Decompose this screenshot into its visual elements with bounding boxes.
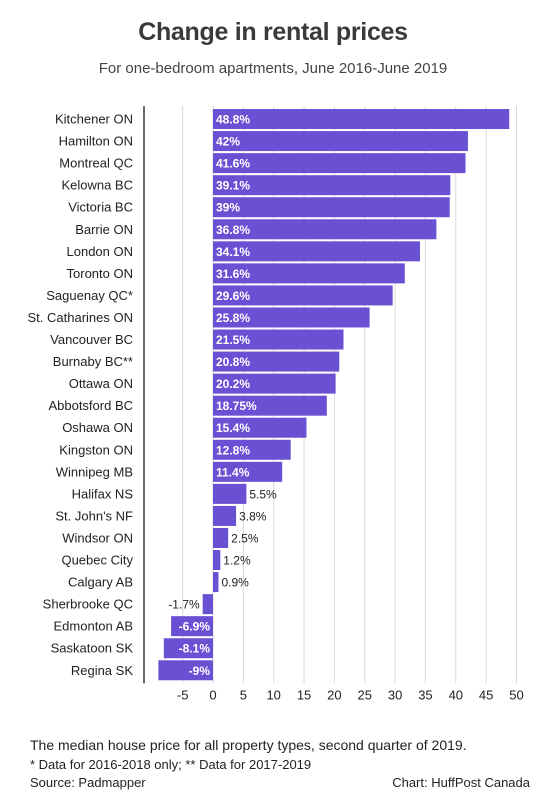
value-label: 11.4%	[216, 465, 250, 479]
category-label: London ON	[67, 244, 134, 259]
value-label: 20.2%	[216, 377, 250, 391]
x-tick-label: 45	[479, 687, 493, 702]
chart-note: The median house price for all property …	[30, 737, 467, 753]
x-tick-label: 35	[418, 687, 432, 702]
chart-footnote: * Data for 2016-2018 only; ** Data for 2…	[30, 757, 312, 772]
x-tick-label: 30	[388, 687, 402, 702]
bar	[213, 505, 237, 526]
x-tick-label: 10	[266, 687, 280, 702]
category-label: St. Catharines ON	[28, 310, 134, 325]
value-label: -1.7%	[168, 598, 200, 612]
value-label: 41.6%	[216, 157, 250, 171]
bar	[213, 307, 370, 328]
category-label: Ottawa ON	[69, 376, 133, 391]
value-label: 31.6%	[216, 267, 250, 281]
category-label: Saskatoon SK	[51, 641, 134, 656]
x-tick-label: 20	[327, 687, 341, 702]
bar	[158, 660, 213, 681]
value-label: -6.9%	[179, 620, 211, 634]
value-label: 42%	[216, 135, 240, 149]
x-tick-label: 40	[449, 687, 463, 702]
bar	[213, 153, 466, 174]
bar	[213, 572, 219, 593]
bar-chart: Kitchener ON 48.8% Hamilton ON 42% Montreal …	[28, 106, 524, 702]
category-label: St. John's NF	[55, 508, 133, 523]
bar	[213, 461, 283, 482]
value-label: 5.5%	[249, 487, 277, 501]
value-label: 1.2%	[223, 554, 251, 568]
chart-credit: Chart: HuffPost Canada	[392, 775, 530, 790]
value-label: 34.1%	[216, 245, 250, 259]
category-label: Barrie ON	[75, 222, 133, 237]
category-label: Winnipeg MB	[56, 464, 133, 479]
bar	[213, 109, 510, 130]
value-label: 29.6%	[216, 289, 250, 303]
value-label: 36.8%	[216, 223, 250, 237]
category-label: Toronto ON	[67, 266, 133, 281]
chart-source: Source: Padmapper	[30, 775, 146, 790]
bar	[213, 131, 468, 152]
bar	[202, 594, 213, 615]
bar	[213, 373, 336, 394]
bar	[213, 527, 229, 548]
bar	[213, 351, 340, 372]
value-label: 39%	[216, 201, 240, 215]
category-label: Quebec City	[61, 553, 133, 568]
value-label: 3.8%	[239, 509, 267, 523]
category-label: Windsor ON	[62, 530, 133, 545]
chart-subtitle: For one-bedroom apartments, June 2016-Ju…	[98, 60, 448, 77]
category-label: Burnaby BC**	[53, 354, 133, 369]
value-label: 15.4%	[216, 421, 250, 435]
bar	[213, 395, 327, 416]
value-label: 39.1%	[216, 179, 250, 193]
category-label: Oshawa ON	[62, 420, 133, 435]
category-label: Abbotsford BC	[48, 398, 133, 413]
category-label: Kingston ON	[59, 442, 133, 457]
category-label: Calgary AB	[68, 575, 133, 590]
bar	[213, 439, 291, 460]
x-tick-label: 0	[209, 687, 216, 702]
category-label: Halifax NS	[72, 486, 134, 501]
value-label: -9%	[189, 664, 211, 678]
category-label: Regina SK	[71, 663, 133, 678]
value-label: 2.5%	[231, 531, 259, 545]
x-tick-label: 25	[358, 687, 372, 702]
bar	[213, 329, 344, 350]
value-label: 12.8%	[216, 443, 250, 457]
category-label: Saguenay QC*	[46, 288, 133, 303]
bar	[213, 550, 221, 571]
category-label: Victoria BC	[68, 200, 133, 215]
category-label: Hamilton ON	[59, 134, 133, 149]
bar	[213, 175, 451, 196]
category-label: Sherbrooke QC	[43, 597, 133, 612]
value-label: 0.9%	[221, 576, 249, 590]
x-tick-label: -5	[177, 687, 189, 702]
bar	[171, 616, 213, 637]
bar	[213, 483, 247, 504]
bar	[163, 638, 213, 659]
chart-title: Change in rental prices	[138, 18, 408, 46]
x-tick-label: 50	[509, 687, 523, 702]
value-label: 20.8%	[216, 355, 250, 369]
bar	[213, 197, 450, 218]
category-label: Edmonton AB	[54, 619, 134, 634]
category-label: Kelowna BC	[61, 178, 133, 193]
category-label: Kitchener ON	[55, 112, 133, 127]
bar	[213, 241, 420, 262]
bar	[213, 417, 307, 438]
bar	[213, 219, 437, 240]
bar	[213, 285, 393, 306]
category-label: Vancouver BC	[50, 332, 133, 347]
x-tick-label: 5	[240, 687, 247, 702]
value-label: 18.75%	[216, 399, 257, 413]
category-label: Montreal QC	[59, 156, 133, 171]
value-label: 25.8%	[216, 311, 250, 325]
value-label: 48.8%	[216, 113, 250, 127]
value-label: 21.5%	[216, 333, 250, 347]
x-tick-label: 15	[297, 687, 311, 702]
bar	[213, 263, 405, 284]
value-label: -8.1%	[179, 642, 211, 656]
